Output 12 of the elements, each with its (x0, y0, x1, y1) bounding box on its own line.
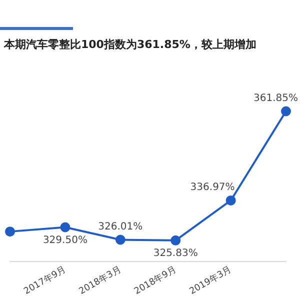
point (226, 195, 236, 206)
point (60, 222, 70, 232)
point (115, 234, 126, 245)
data-label: 329.50% (42, 234, 88, 246)
data-label: 361.85% (254, 92, 298, 104)
point (170, 235, 181, 246)
data-label: 326.01% (98, 221, 143, 232)
point (281, 106, 291, 116)
data-label: 336.97% (190, 182, 235, 194)
data-label: 325.83% (153, 248, 198, 260)
chart-title: 本期汽车零整比100指数为361.85%，较上期增加 (4, 37, 258, 52)
point (5, 226, 15, 237)
